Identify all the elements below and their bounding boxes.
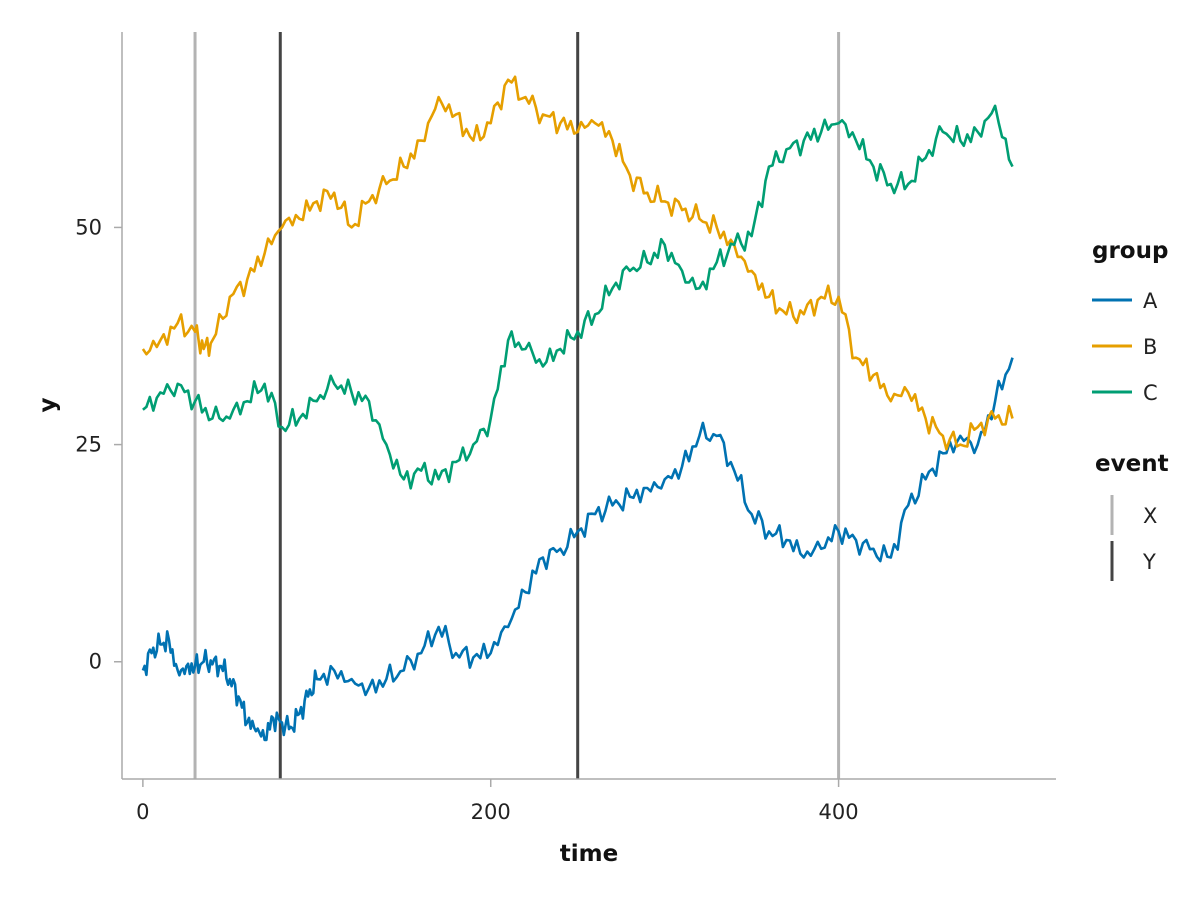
x-tick-label-200: 200 xyxy=(471,800,511,824)
legend-label-c: C xyxy=(1143,381,1158,405)
legend: group ABC event XY xyxy=(1092,238,1169,581)
legend-label-b: B xyxy=(1143,335,1157,359)
legend-label-a: A xyxy=(1143,289,1158,313)
legend-group-items: ABC xyxy=(1092,289,1158,405)
series-lines xyxy=(141,75,1014,742)
event-lines xyxy=(193,32,841,779)
legend-group-title: group xyxy=(1092,238,1168,264)
series-line-a xyxy=(141,357,1014,742)
legend-event-label-x: X xyxy=(1143,504,1157,528)
legend-event-items: XY xyxy=(1110,495,1157,581)
x-ticks: 0 200 400 xyxy=(136,779,859,824)
y-tick-label-50: 50 xyxy=(75,215,102,239)
y-axis-title: y xyxy=(35,398,61,413)
series-line-c xyxy=(142,104,1014,490)
y-tick-label-0: 0 xyxy=(89,650,102,674)
legend-event-label-y: Y xyxy=(1142,550,1156,574)
series-line-b xyxy=(141,75,1014,451)
axes: 0 200 400 0 25 50 time y xyxy=(35,32,1056,867)
x-tick-label-400: 400 xyxy=(819,800,859,824)
y-tick-label-25: 25 xyxy=(75,433,102,457)
legend-event-title: event xyxy=(1095,451,1169,477)
x-tick-label-0: 0 xyxy=(136,800,149,824)
y-ticks: 0 25 50 xyxy=(75,215,122,674)
x-axis-title: time xyxy=(560,841,618,867)
